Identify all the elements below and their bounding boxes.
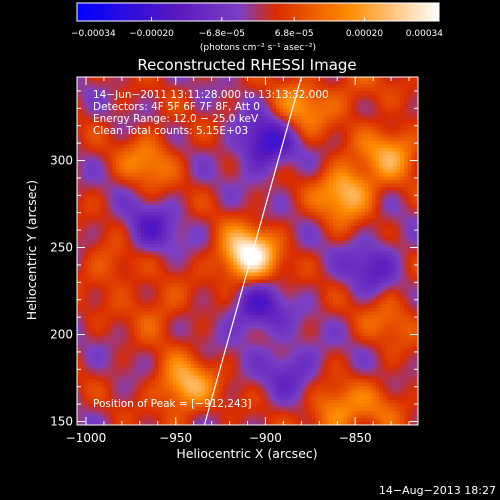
solar-limb-line <box>203 77 302 425</box>
colorbar-units: (photons cm⁻² s⁻¹ asec⁻²) <box>200 43 316 53</box>
y-axis-label: Heliocentric Y (arcsec) <box>24 180 39 320</box>
y-tick-label: 150 <box>50 415 73 429</box>
peak-position-label: Position of Peak = [−912,243] <box>93 398 252 410</box>
info-line-counts: Clean Total counts: 5.15E+03 <box>93 125 248 137</box>
info-line-detectors: Detectors: 4F 5F 6F 7F 8F, Att 0 <box>93 101 260 113</box>
footer-date: 14−Aug−2013 18:27 <box>379 484 496 497</box>
observation-info: 14−Jun−2011 13:11:28.000 to 13:13:32.000… <box>93 89 329 410</box>
colorbar-tick-label: 6.8e−05 <box>275 29 314 39</box>
chart-title: Reconstructed RHESSI Image <box>137 56 356 74</box>
x-tick-label: −850 <box>339 431 372 445</box>
x-tick-label: −1000 <box>66 431 107 445</box>
x-axis-label: Heliocentric X (arcsec) <box>176 446 317 461</box>
info-line-time: 14−Jun−2011 13:11:28.000 to 13:13:32.000 <box>93 89 329 101</box>
y-tick-label: 200 <box>50 328 73 342</box>
y-tick-label: 250 <box>50 241 73 255</box>
x-tick-label: −900 <box>249 431 282 445</box>
axes: −1000 −950 −900 −850 150 200 250 300 <box>50 77 418 445</box>
colorbar-tick-label: −0.00020 <box>129 29 174 39</box>
y-tick-label: 300 <box>50 154 73 168</box>
colorbar-tick-label: 0.00020 <box>346 29 383 39</box>
x-tick-label: −950 <box>159 431 192 445</box>
info-line-energy: Energy Range: 12.0 − 25.0 keV <box>93 113 259 125</box>
colorbar-tick-label: −0.00034 <box>71 29 116 39</box>
heatmap-image <box>77 77 418 425</box>
colorbar <box>76 2 440 22</box>
colorbar-tick-label: −6.8e−05 <box>199 29 245 39</box>
colorbar-tick-label: 0.00034 <box>406 29 443 39</box>
colorbar-ticks: −0.00034 −0.00020 −6.8e−05 6.8e−05 0.00020 0.… <box>71 17 443 39</box>
